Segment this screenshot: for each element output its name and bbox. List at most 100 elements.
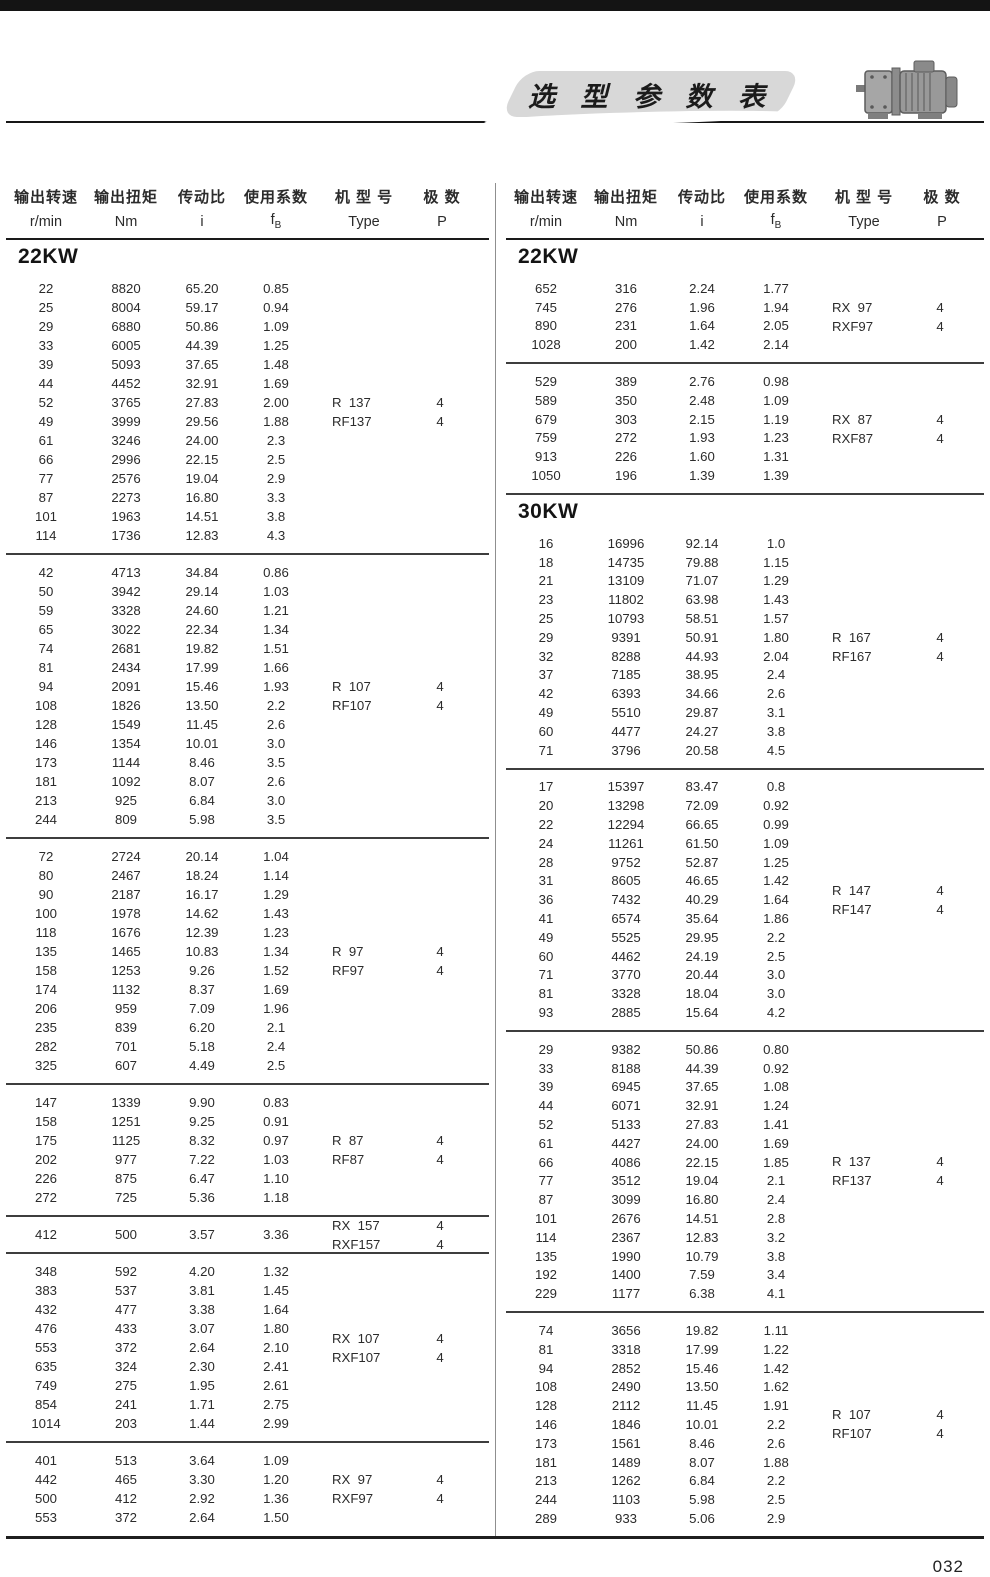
torque-value: 2112: [611, 1398, 641, 1414]
col-unit-text: f: [770, 212, 775, 229]
table-row: 33 6005 44.39 1.25: [6, 336, 489, 355]
service-factor-value: 1.34: [263, 622, 289, 637]
torque-value: 6393: [611, 686, 641, 702]
poles-value: 4: [936, 1173, 944, 1189]
table-row: 173 1144 8.46 3.5: [6, 753, 489, 772]
col-unit: Nm: [586, 214, 666, 230]
model-type: R 107: [332, 679, 371, 694]
service-factor-value: 1.62: [763, 1379, 789, 1395]
speed-value: 77: [38, 471, 54, 486]
torque-value: 1489: [611, 1454, 641, 1470]
ratio-value: 17.99: [185, 660, 219, 675]
service-factor-value: 4.2: [766, 1004, 786, 1020]
speed-value: 146: [534, 1416, 557, 1432]
table-row: 202 977 7.22 1.03: [6, 1150, 489, 1169]
service-factor-value: 3.0: [266, 736, 286, 751]
model-type-row: R 147 4: [814, 881, 966, 900]
ratio-value: 44.39: [185, 338, 219, 353]
model-type: R 87: [332, 1133, 364, 1148]
table-row: 114 2367 12.83 3.2: [506, 1228, 984, 1247]
speed-value: 87: [538, 1192, 554, 1208]
column-header-units: r/min Nm i fB Type P: [6, 210, 489, 233]
speed-value: 128: [534, 1398, 557, 1414]
service-factor-value: 1.20: [263, 1472, 289, 1487]
table-row: 100 1978 14.62 1.43: [6, 904, 489, 923]
table-row: 213 925 6.84 3.0: [6, 791, 489, 810]
service-factor-value: 1.09: [263, 1453, 289, 1468]
table-row: 42 4713 34.84 0.86: [6, 563, 489, 582]
service-factor-value: 3.8: [766, 1248, 786, 1264]
torque-value: 241: [114, 1397, 137, 1412]
torque-value: 3656: [611, 1322, 641, 1338]
data-block: 529 389 2.76 0.98 589 350 2.48 1.09 679 303 2.15 1.…: [506, 364, 984, 493]
service-factor-value: 1.39: [763, 468, 789, 484]
poles-value: 4: [936, 1407, 944, 1423]
table-row: 60 4462 24.19 2.5: [506, 947, 984, 966]
speed-value: 81: [538, 1341, 554, 1357]
speed-value: 90: [38, 887, 54, 902]
torque-value: 3318: [611, 1341, 641, 1357]
poles-value: 4: [436, 944, 444, 959]
speed-value: 23: [538, 592, 554, 608]
torque-value: 1990: [611, 1248, 641, 1264]
torque-value: 3022: [111, 622, 141, 637]
table-row: 476 433 3.07 1.80: [6, 1319, 489, 1338]
table-row: 42 6393 34.66 2.6: [506, 684, 984, 703]
table-row: 854 241 1.71 2.75: [6, 1395, 489, 1414]
data-block: 72 2724 20.14 1.04 80 2467 18.24 1.14 90 2187 16.1…: [6, 839, 489, 1083]
torque-value: 839: [114, 1020, 137, 1035]
torque-value: 477: [114, 1302, 137, 1317]
data-block: 22 8820 65.20 0.85 25 8004 59.17 0.94 29 6880 50.8…: [6, 271, 489, 553]
torque-value: 2091: [111, 679, 141, 694]
service-factor-value: 1.50: [263, 1510, 289, 1525]
torque-value: 3328: [611, 986, 641, 1002]
speed-value: 93: [538, 1004, 554, 1020]
torque-value: 11261: [608, 835, 644, 851]
table-row: 745 276 1.96 1.94: [506, 298, 984, 317]
speed-value: 289: [534, 1510, 557, 1526]
speed-value: 52: [538, 1116, 554, 1132]
torque-value: 1339: [111, 1095, 141, 1110]
ratio-value: 5.06: [689, 1510, 715, 1526]
top-black-bar: [0, 0, 990, 11]
ratio-value: 6.38: [689, 1286, 715, 1302]
poles-value: 4: [936, 648, 944, 664]
model-type: RX 97: [832, 299, 873, 315]
table-row: 22 8820 65.20 0.85: [6, 279, 489, 298]
table-row: 553 372 2.64 1.50: [6, 1508, 489, 1527]
service-factor-value: 1.14: [263, 868, 289, 883]
col-unit-text: Type: [348, 213, 380, 230]
service-factor-value: 1.48: [263, 357, 289, 372]
service-factor-value: 2.5: [766, 1492, 786, 1508]
col-unit: Nm: [86, 214, 166, 230]
torque-value: 8188: [611, 1060, 641, 1076]
table-column-left: 输出转速 输出扭矩 传动比 使用系数 机 型 号 极 数 r/min Nm i fB Type P 22…: [6, 183, 495, 1536]
torque-value: 933: [614, 1510, 637, 1526]
model-type-row: RX 107 4: [314, 1329, 466, 1348]
table-row: 192 1400 7.59 3.4: [506, 1265, 984, 1284]
service-factor-value: 1.34: [263, 944, 289, 959]
torque-value: 2885: [611, 1004, 641, 1020]
service-factor-value: 0.92: [763, 798, 789, 814]
col-unit: r/min: [6, 214, 86, 230]
table-row: 32 8288 44.93 2.04: [506, 647, 984, 666]
speed-value: 146: [34, 736, 57, 751]
model-type: RXF97: [832, 318, 874, 334]
table-row: 80 2467 18.24 1.14: [6, 866, 489, 885]
poles-value: 4: [436, 1330, 444, 1346]
service-factor-value: 2.61: [263, 1378, 289, 1393]
speed-value: 173: [34, 755, 57, 770]
col-unit: i: [666, 214, 738, 230]
service-factor-value: 2.5: [766, 948, 786, 964]
speed-value: 31: [538, 873, 554, 889]
service-factor-value: 1.09: [763, 835, 789, 851]
table-row: 81 3318 17.99 1.22: [506, 1340, 984, 1359]
service-factor-value: 1.88: [763, 1454, 789, 1470]
ratio-value: 10.01: [685, 1416, 719, 1432]
poles-value: 4: [936, 299, 944, 315]
ratio-value: 24.60: [185, 603, 219, 618]
service-factor-value: 1.69: [263, 376, 289, 391]
table-row: 31 8605 46.65 1.42: [506, 872, 984, 891]
speed-value: 114: [35, 528, 57, 543]
speed-value: 74: [38, 641, 54, 656]
